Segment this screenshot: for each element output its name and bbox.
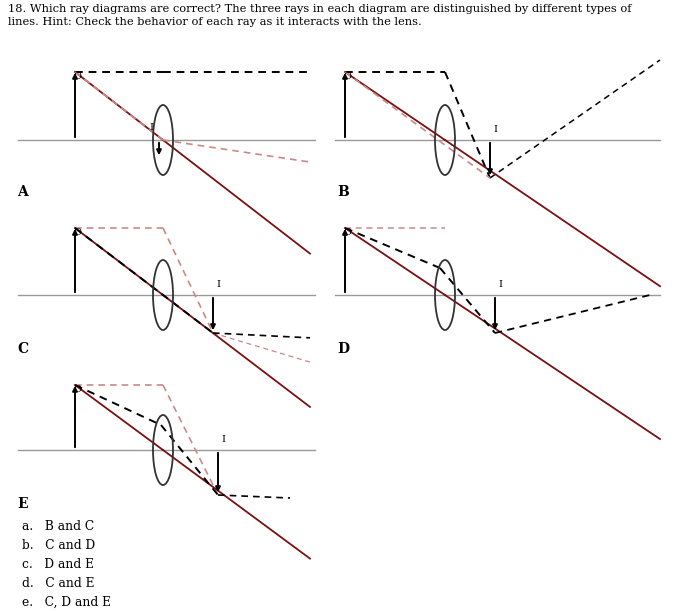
Text: e.   C, D and E: e. C, D and E <box>22 596 111 609</box>
Text: B: B <box>337 185 348 199</box>
Text: O: O <box>73 228 81 237</box>
Text: a.   B and C: a. B and C <box>22 520 94 533</box>
Text: 18. Which ray diagrams are correct? The three rays in each diagram are distingui: 18. Which ray diagrams are correct? The … <box>8 4 632 27</box>
Text: b.   C and D: b. C and D <box>22 539 95 552</box>
Text: O: O <box>73 72 81 81</box>
Text: C: C <box>17 342 28 356</box>
Text: D: D <box>337 342 349 356</box>
Text: O: O <box>73 385 81 394</box>
Text: O: O <box>343 228 351 237</box>
Text: I: I <box>493 125 497 134</box>
Text: I: I <box>221 435 225 444</box>
Text: d.   C and E: d. C and E <box>22 577 94 590</box>
Text: I: I <box>216 280 220 289</box>
Text: O: O <box>343 72 351 81</box>
Text: I: I <box>498 280 502 289</box>
Text: E: E <box>17 497 28 511</box>
Text: A: A <box>17 185 28 199</box>
Text: I: I <box>149 123 153 132</box>
Text: c.   D and E: c. D and E <box>22 558 94 571</box>
